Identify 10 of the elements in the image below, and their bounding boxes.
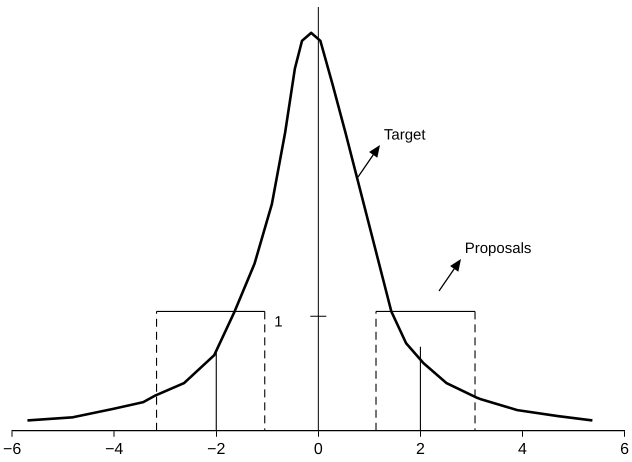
x-tick-label: −4 [105,440,124,458]
annotation: Target [384,126,426,144]
x-tick-label: −2 [207,440,226,458]
annotation: Proposals [464,240,532,258]
x-tick-label: 2 [416,440,425,458]
x-tick-label: 6 [620,440,630,458]
x-tick-label: 4 [518,440,528,458]
annotation: 1 [274,313,283,330]
x-tick-label: −6 [2,440,22,458]
x-tick-label: 0 [314,440,323,458]
